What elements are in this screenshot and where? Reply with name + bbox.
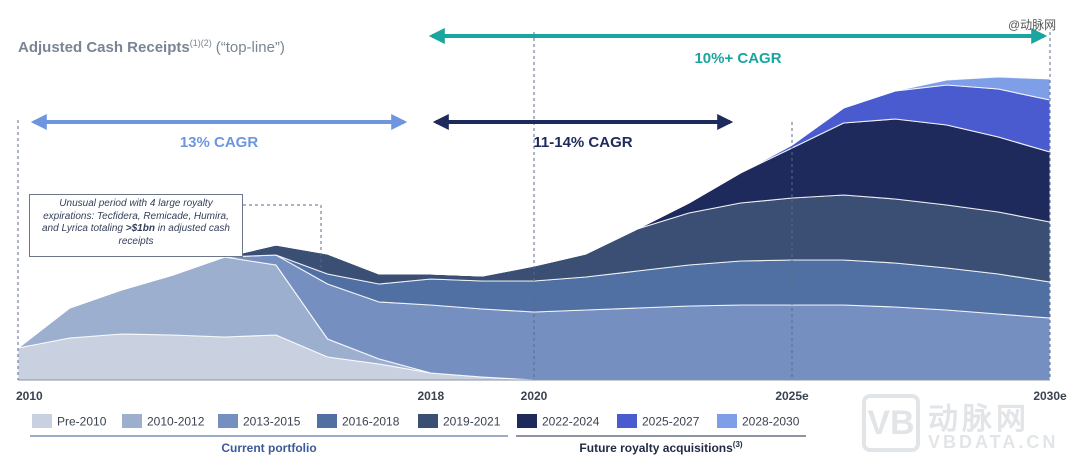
legend-swatch-2019-2021 — [418, 414, 438, 428]
chart-title: Adjusted Cash Receipts(1)(2) (“top-line”) — [18, 38, 285, 56]
x-axis: 2010 2018 2020 2025e 2030e — [16, 379, 1067, 403]
legend-label-2016-2018: 2016-2018 — [342, 415, 400, 429]
cagr-annotations: 13% CAGR 11-14% CAGR 10%+ CAGR — [30, 28, 1048, 151]
cagr-label-10-cagr: 10%+ CAGR — [694, 50, 781, 67]
legend-swatch-2022-2024 — [517, 414, 537, 428]
x-tick-label: 2030e — [1033, 389, 1067, 403]
callout-box: Unusual period with 4 large royalty expi… — [29, 194, 243, 257]
legend-group-label: Future royalty acquisitions(3) — [579, 440, 742, 455]
legend-swatch-2025-2027 — [617, 414, 637, 428]
legend-swatch-2028-2030 — [717, 414, 737, 428]
svg-text:Adjusted Cash Receipts(1)(2)(“: Adjusted Cash Receipts(1)(2) (“top-line”) — [18, 38, 285, 56]
x-tick-label: 2025e — [775, 389, 809, 403]
callout-connector — [243, 204, 322, 268]
callout-text: Unusual period with 4 large royalty expi… — [41, 198, 229, 234]
callout-text-end: in adjusted cash receipts — [118, 223, 230, 247]
legend-group-label: Current portfolio — [221, 441, 316, 455]
legend-label-pre-2010: Pre-2010 — [57, 415, 107, 429]
legend-label-2019-2021: 2019-2021 — [443, 415, 501, 429]
callout-bold: >$1bn — [125, 223, 155, 234]
legend-groups: Current portfolio Future royalty acquisit… — [30, 435, 806, 455]
legend-swatch-2013-2015 — [218, 414, 238, 428]
legend-swatch-pre-2010 — [32, 414, 52, 428]
x-tick-label: 2010 — [16, 389, 43, 403]
title-superscript: (1)(2) — [190, 38, 212, 48]
title-suffix: (“top-line”) — [216, 39, 285, 56]
x-tick-label: 2020 — [521, 389, 548, 403]
legend-swatch-2016-2018 — [317, 414, 337, 428]
legend-label-2025-2027: 2025-2027 — [642, 415, 700, 429]
callout-connector-line — [243, 204, 322, 268]
watermark-top: @动脉网 — [1008, 18, 1057, 32]
vertical-markers — [17, 32, 1051, 380]
cagr-label-13-cagr: 13% CAGR — [180, 134, 259, 151]
area-2028-2030 — [17, 76, 1051, 349]
legend-swatch-2010-2012 — [122, 414, 142, 428]
x-tick-label: 2018 — [417, 389, 444, 403]
legend: Pre-2010 2010-2012 2013-2015 2016-2018 2019-… — [32, 414, 800, 429]
cagr-label-11-14-cagr: 11-14% CAGR — [533, 134, 632, 151]
legend-label-2022-2024: 2022-2024 — [542, 415, 600, 429]
legend-label-2028-2030: 2028-2030 — [742, 415, 800, 429]
title-text: Adjusted Cash Receipts — [18, 39, 190, 56]
legend-label-2010-2012: 2010-2012 — [147, 415, 205, 429]
legend-label-2013-2015: 2013-2015 — [243, 415, 301, 429]
